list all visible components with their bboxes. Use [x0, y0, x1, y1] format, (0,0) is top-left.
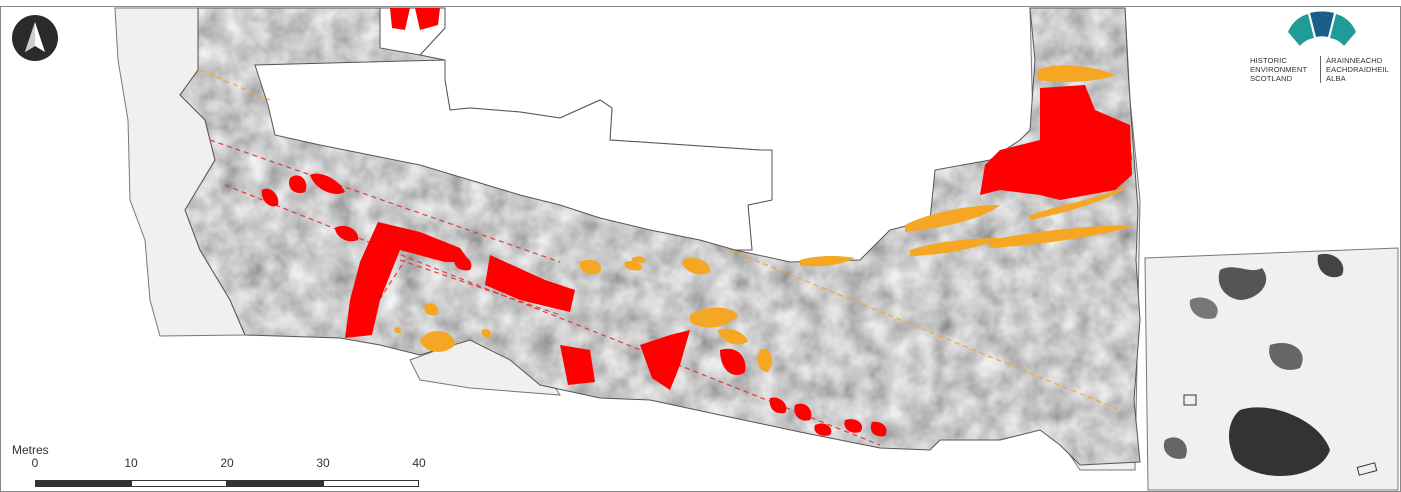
- historic-environment-scotland-logo-icon: [1288, 11, 1356, 46]
- red-anomalies: [261, 8, 1132, 437]
- logo-line: SCOTLAND: [1250, 74, 1293, 83]
- southeast-anomalies: [1163, 253, 1378, 477]
- scale-tick-label: 30: [316, 456, 330, 470]
- scale-tick-label: 0: [31, 456, 39, 470]
- scale-bar-title: Metres: [12, 443, 49, 457]
- scale-segment: [323, 480, 419, 487]
- north-arrow-icon: [25, 22, 45, 52]
- logo-line: ALBA: [1326, 74, 1346, 83]
- logo-line: EACHDRAIDHEIL: [1326, 65, 1389, 74]
- scale-segment: [131, 480, 227, 487]
- scale-segment: [227, 480, 323, 487]
- scale-tick-label: 20: [220, 456, 234, 470]
- logo-text-english: HISTORIC ENVIRONMENT SCOTLAND: [1250, 56, 1307, 83]
- logo-line: HISTORIC: [1250, 56, 1287, 65]
- scale-bar: Metres 0 10 20 30 40: [10, 438, 440, 487]
- scale-tick-label: 10: [124, 456, 138, 470]
- unsurveyed-corridor: [254, 59, 773, 251]
- scale-segment: [35, 480, 131, 487]
- logo-text-gaelic: ÀRAINNEACHD EACHDRAIDHEIL ALBA: [1320, 56, 1389, 83]
- hes-logo: HISTORIC ENVIRONMENT SCOTLAND ÀRAINNEACH…: [1248, 10, 1396, 90]
- logo-line: ÀRAINNEACHD: [1326, 56, 1383, 65]
- logo-line: ENVIRONMENT: [1250, 65, 1308, 74]
- orange-anomalies: [394, 65, 1135, 372]
- north-arrow: [12, 15, 58, 61]
- scale-tick-label: 40: [412, 456, 426, 470]
